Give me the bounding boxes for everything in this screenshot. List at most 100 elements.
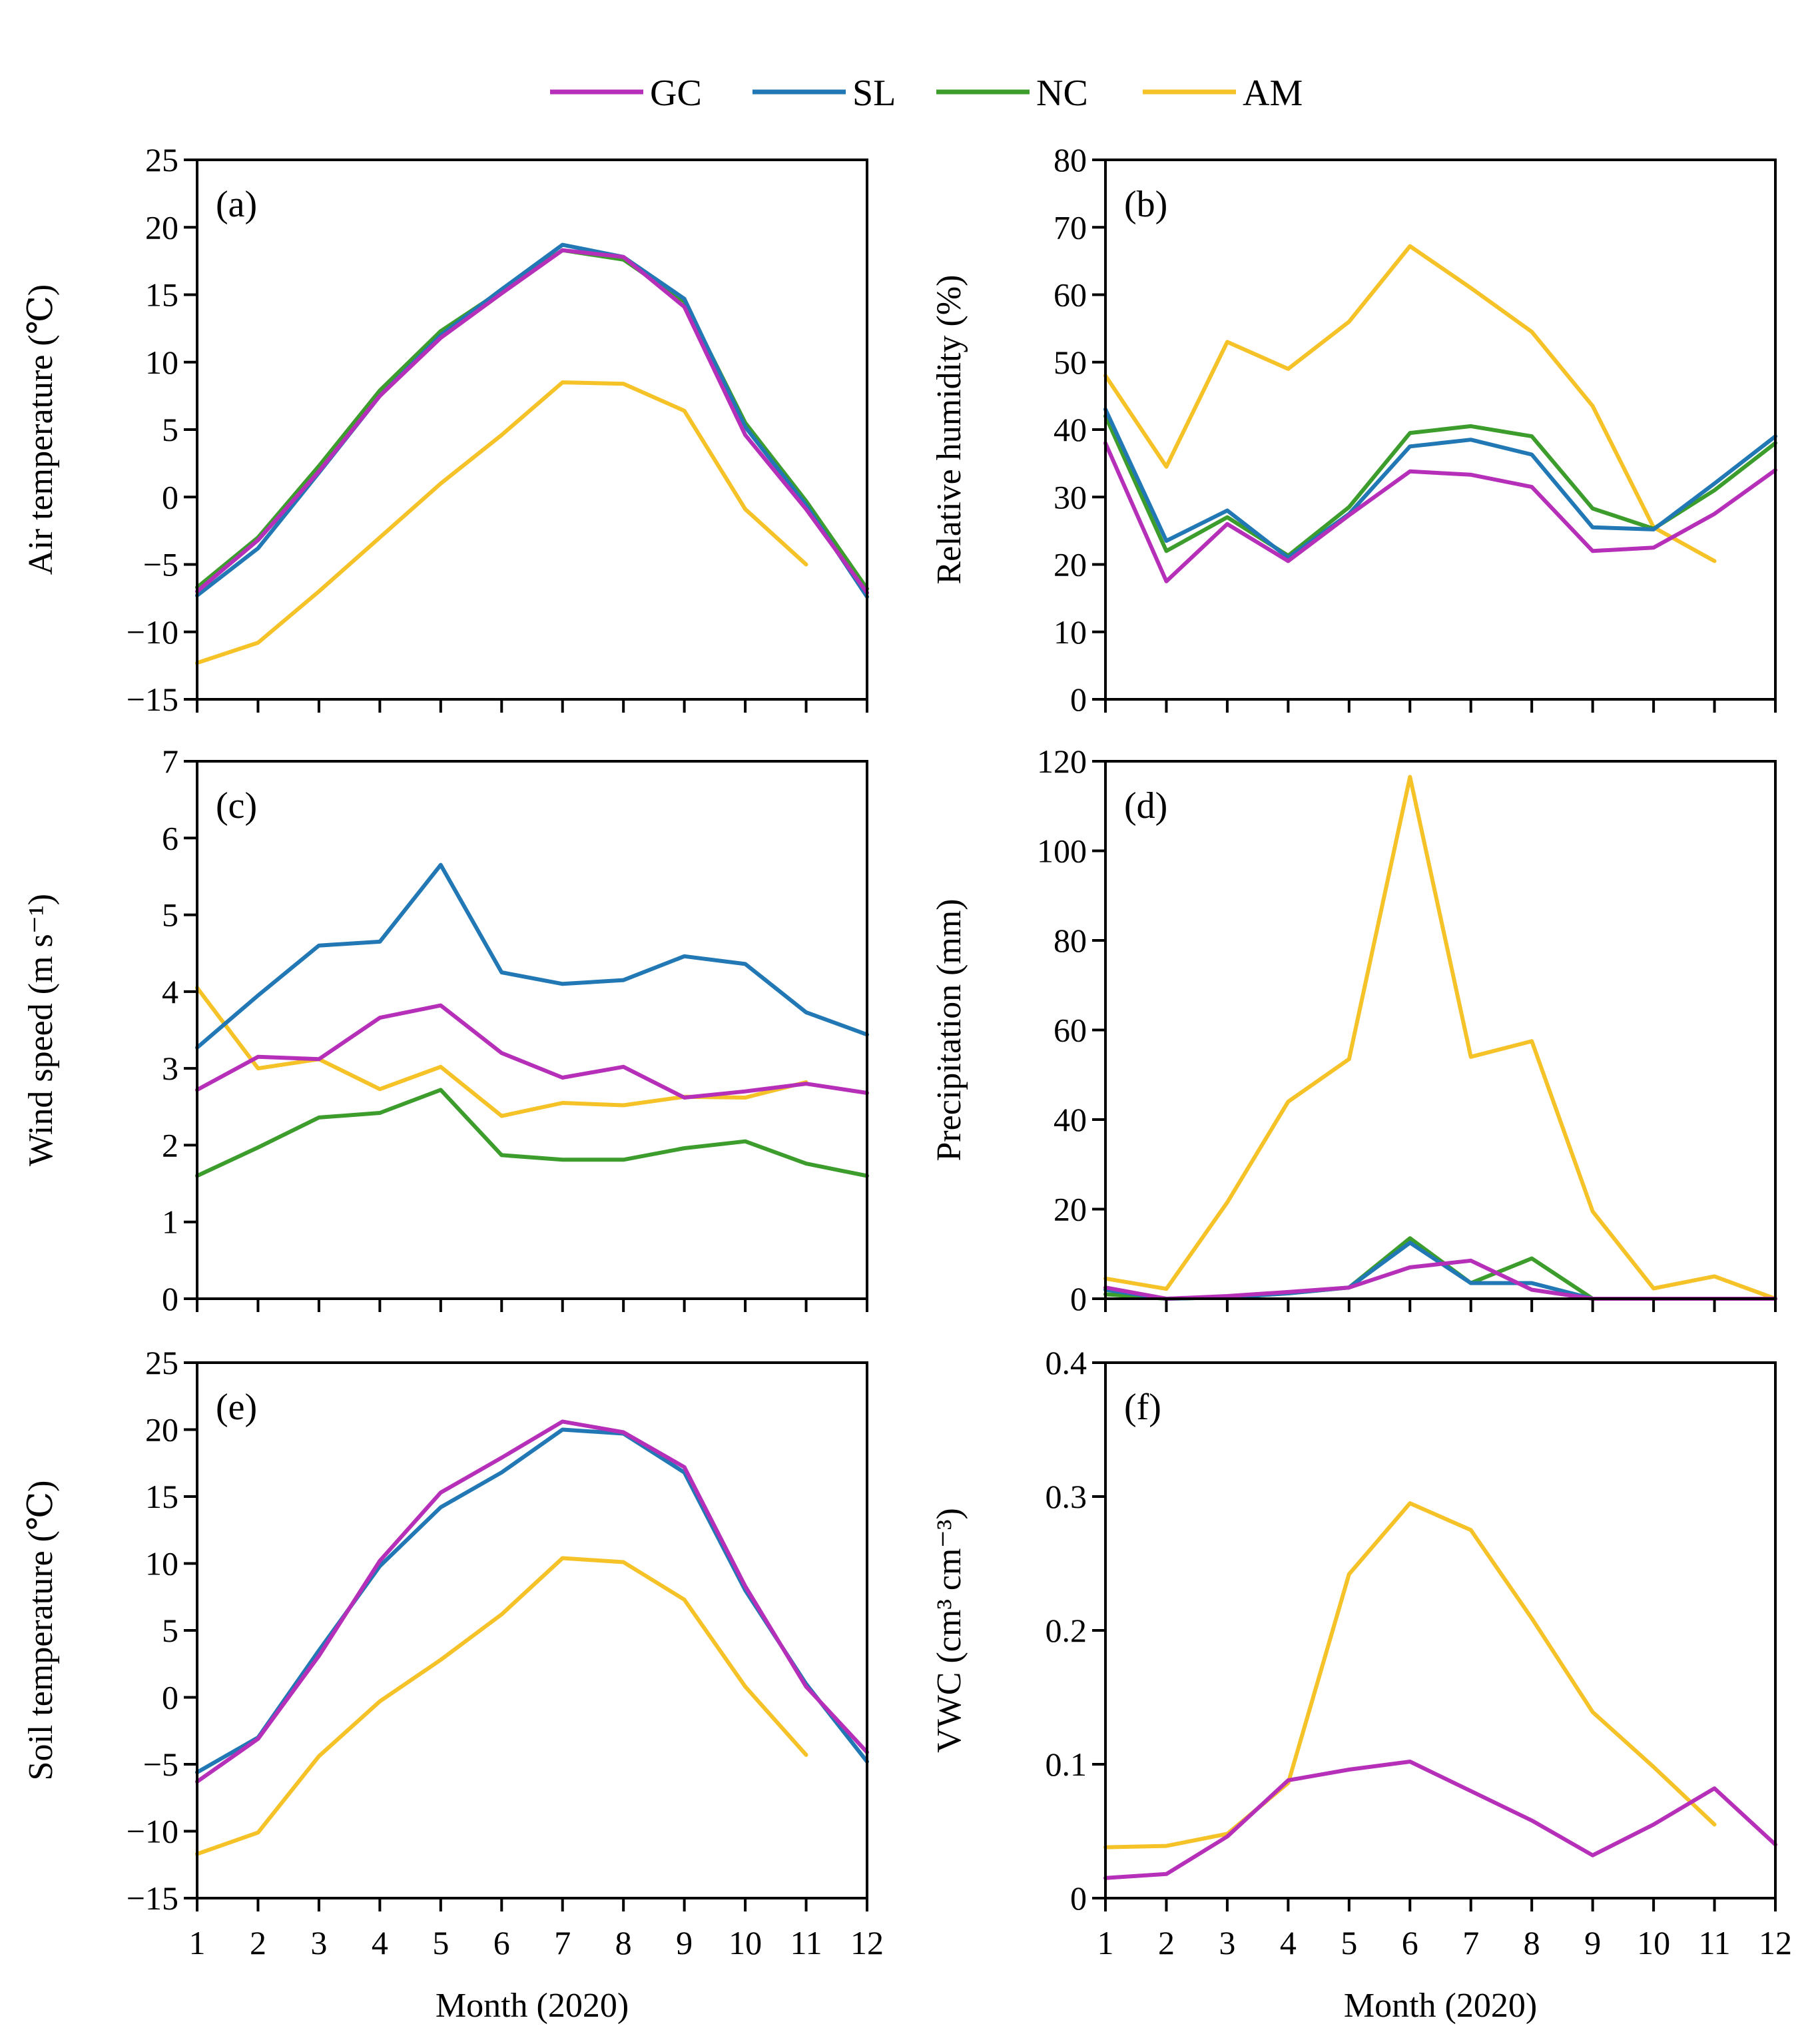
y-tick-label-d: 40	[1054, 1101, 1087, 1138]
panel-a: −15 −10 −5 0 5 10 15 20 25 (a) Air temperature (℃)	[22, 141, 869, 718]
y-tick-label-a: 0	[162, 478, 178, 515]
x-tick-label-f: 7	[1462, 1924, 1479, 1961]
y-tick-label-c: 5	[162, 896, 178, 934]
panel-label-b: (b)	[1124, 184, 1167, 225]
x-tick-label-e: 1	[189, 1924, 206, 1961]
series-gc-line-d	[1103, 1258, 1777, 1301]
y-tick-label-e: 10	[145, 1545, 178, 1582]
y-tick-label-c: 7	[162, 743, 178, 780]
series-nc-line-d	[1103, 1236, 1777, 1301]
panel-label-f: (f)	[1124, 1387, 1161, 1428]
y-tick-label-a: −10	[127, 613, 178, 651]
series-gc-line-c	[195, 1003, 869, 1100]
y-tick-label-f: 0.4	[1046, 1344, 1087, 1381]
y-tick-label-c: 1	[162, 1203, 178, 1241]
x-tick-label-e: 6	[493, 1924, 510, 1961]
panel-f: 00.10.20.30.41 2 3 4 5 6 7 8 9 10 11 12(f)VWC (cm³ …	[930, 1344, 1792, 2025]
legend-label-nc: NC	[1036, 73, 1088, 114]
y-tick-label-b: 60	[1054, 276, 1087, 314]
series-gc-line-e	[195, 1419, 869, 1784]
series-gc-line-a	[195, 248, 869, 595]
y-tick-label-d: 20	[1054, 1191, 1087, 1228]
series-am-line-e	[195, 1556, 808, 1856]
y-tick-label-f: 0	[1070, 1879, 1087, 1917]
y-tick-label-d: 80	[1054, 922, 1087, 959]
series-sl-line-d	[1103, 1240, 1777, 1301]
y-tick-label-b: 70	[1054, 208, 1087, 246]
panel-d: 0 20 40 60 80 100 120 (d) Precipitation (mm)	[930, 743, 1777, 1317]
y-tick-label-c: 3	[162, 1050, 178, 1087]
panel-label-a: (a)	[216, 184, 257, 225]
y-tick-label-b: 50	[1054, 344, 1087, 381]
x-tick-label-f: 8	[1524, 1924, 1540, 1961]
y-axis-title-f: VWC (cm³ cm⁻³)	[930, 1508, 968, 1753]
y-axis-title-e: Soil temperature (℃)	[22, 1481, 60, 1781]
series-nc-line-a	[195, 248, 869, 591]
series-am-line-a	[195, 380, 808, 665]
x-axis-title-e: Month (2020)	[436, 1987, 629, 2025]
x-tick-label-f: 11	[1698, 1924, 1730, 1961]
y-tick-label-f: 0.1	[1046, 1746, 1087, 1783]
y-tick-label-e: 15	[145, 1478, 178, 1515]
x-tick-label-e: 5	[432, 1924, 449, 1961]
x-tick-label-e: 3	[310, 1924, 327, 1961]
y-tick-label-d: 120	[1037, 743, 1087, 780]
y-tick-label-d: 0	[1070, 1280, 1087, 1317]
panel-label-d: (d)	[1124, 785, 1167, 827]
y-tick-label-e: −10	[127, 1813, 178, 1850]
legend-label-am: AM	[1243, 73, 1303, 114]
x-tick-label-e: 9	[676, 1924, 693, 1961]
plot-frame-d	[1104, 760, 1777, 1300]
y-tick-label-b: 10	[1054, 613, 1087, 651]
y-tick-label-f: 0.2	[1046, 1612, 1087, 1649]
y-tick-label-c: 4	[162, 973, 178, 1010]
y-tick-label-a: 10	[145, 344, 178, 381]
y-tick-label-b: 80	[1054, 141, 1087, 178]
x-tick-label-e: 2	[250, 1924, 266, 1961]
y-axis-title-d: Precipitation (mm)	[930, 898, 968, 1161]
legend: GC SL NC AM	[550, 73, 1303, 114]
y-tick-label-b: 20	[1054, 546, 1087, 583]
series-sl-line-a	[195, 242, 869, 599]
y-tick-label-a: 15	[145, 276, 178, 314]
x-tick-label-f: 3	[1219, 1924, 1235, 1961]
y-tick-label-a: 25	[145, 141, 178, 178]
series-gc-line-b	[1103, 441, 1777, 583]
plot-frame-f	[1104, 1361, 1777, 1899]
y-tick-label-a: 5	[162, 411, 178, 448]
panel-c: 0 1 2 3 4 5 6 7 (c) Wind speed (m s⁻¹)	[22, 743, 869, 1317]
plot-frame-c	[196, 760, 868, 1300]
y-tick-label-e: 25	[145, 1344, 178, 1381]
x-tick-label-e: 11	[790, 1924, 822, 1961]
series-nc-line-c	[195, 1088, 869, 1178]
y-tick-label-d: 60	[1054, 1012, 1087, 1049]
series-sl-line-c	[195, 862, 869, 1050]
x-tick-label-e: 12	[850, 1924, 884, 1961]
x-tick-label-f: 2	[1158, 1924, 1175, 1961]
y-tick-label-b: 40	[1054, 411, 1087, 448]
x-tick-label-f: 1	[1097, 1924, 1114, 1961]
series-sl-line-e	[195, 1427, 869, 1775]
y-tick-label-e: −5	[143, 1746, 178, 1783]
y-axis-title-a: Air temperature (℃)	[22, 284, 60, 575]
y-tick-label-c: 2	[162, 1126, 178, 1164]
legend-label-gc: GC	[650, 73, 702, 114]
y-axis-title-c: Wind speed (m s⁻¹)	[22, 894, 60, 1166]
x-axis-title-f: Month (2020)	[1344, 1987, 1537, 2025]
x-tick-label-f: 12	[1759, 1924, 1792, 1961]
y-tick-label-b: 30	[1054, 478, 1087, 515]
y-tick-label-a: −15	[127, 681, 178, 718]
panel-b: 0 10 20 30 40 50 60 70 80 (b) Relative humidity (%…	[930, 141, 1777, 718]
y-tick-label-d: 100	[1037, 833, 1087, 870]
y-tick-label-a: −5	[143, 546, 178, 583]
x-tick-label-f: 4	[1280, 1924, 1297, 1961]
x-tick-label-f: 6	[1402, 1924, 1418, 1961]
plot-frame-e	[196, 1361, 868, 1899]
x-tick-label-f: 10	[1637, 1924, 1670, 1961]
y-tick-label-e: 20	[145, 1411, 178, 1449]
y-axis-title-b: Relative humidity (%)	[930, 274, 968, 584]
series-sl-line-b	[1103, 407, 1777, 560]
series-am-line-d	[1103, 775, 1777, 1301]
y-tick-label-e: 0	[162, 1679, 178, 1716]
